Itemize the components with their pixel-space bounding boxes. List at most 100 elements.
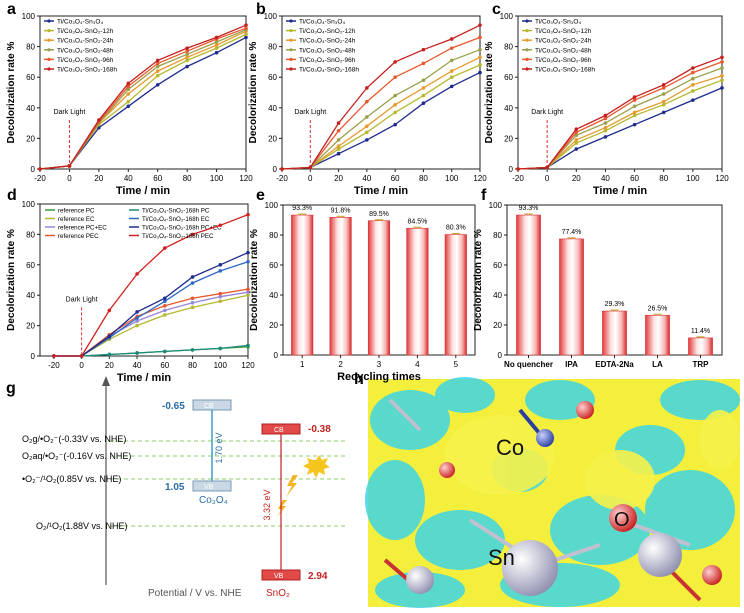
co3o4-cb-value: -0.65 xyxy=(162,401,185,412)
bar-value-label: 11.4% xyxy=(691,328,710,335)
data-point xyxy=(421,78,426,83)
legend-entry: Ti/Co₃O₄-SnO₂-96h xyxy=(535,57,592,64)
data-point xyxy=(126,99,131,104)
x-tick-label: -20 xyxy=(48,361,60,370)
data-point xyxy=(478,63,482,67)
tin-atom xyxy=(502,540,558,596)
bar-value-label: 80.3% xyxy=(446,225,466,232)
tin-atom xyxy=(406,566,434,594)
data-point xyxy=(218,299,223,304)
legend-entry: Ti/Co₃O₄-SnO₂-168h xyxy=(299,67,359,74)
legend-entry: Ti/Co₃O₄-SnO₂-12h xyxy=(299,28,356,35)
data-point xyxy=(603,135,608,139)
bar xyxy=(367,220,391,356)
data-point xyxy=(185,52,189,57)
data-point xyxy=(365,99,369,104)
band-diagram: g Potential / V vs. NHE O₂g/•O₂⁻(-0.33V … xyxy=(6,376,345,599)
data-point xyxy=(574,147,579,151)
atoms xyxy=(406,401,722,596)
bar xyxy=(329,217,352,356)
co3o4-cb-label: CB xyxy=(204,403,214,410)
panel-label-g: g xyxy=(6,380,16,397)
bar-value-label: 26.5% xyxy=(648,305,668,312)
legend-marker xyxy=(525,29,529,33)
bar-value-label: 93.3% xyxy=(519,205,539,212)
x-tick-label: 20 xyxy=(572,174,581,183)
legend-marker xyxy=(525,57,529,62)
bar-value-label: 91.8% xyxy=(331,207,351,214)
data-point xyxy=(185,46,189,50)
data-point xyxy=(661,110,666,115)
data-point xyxy=(365,86,369,90)
legend-entry: Ti/Co₃O₄-SnO₂-12h xyxy=(535,28,592,35)
data-point xyxy=(246,343,250,348)
legend-marker xyxy=(525,38,529,42)
singlet-oxygen-potential-label: O₂/¹O₂(1.88V vs. NHE) xyxy=(36,521,128,531)
bar-value-label: 77.4% xyxy=(562,229,582,236)
y-tick-label: 40 xyxy=(493,291,502,300)
x-axis-label: Time / min xyxy=(593,185,647,197)
dark-light-annotation: Dark Light xyxy=(66,296,98,303)
series-line xyxy=(39,33,247,170)
legend-marker xyxy=(289,48,293,52)
bar-value-label: 84.5% xyxy=(407,218,427,225)
x-tick-label: 1 xyxy=(300,360,305,369)
x-axis-label: Time / min xyxy=(117,372,171,384)
data-point xyxy=(478,35,482,40)
data-point xyxy=(545,165,549,170)
x-tick-label: 120 xyxy=(473,174,487,183)
y-axis-label: Decolorization rate % xyxy=(6,229,17,331)
data-point xyxy=(163,296,167,301)
y-tick-label: 80 xyxy=(26,230,35,239)
y-tick-label: 60 xyxy=(26,261,35,270)
x-tick-label: 20 xyxy=(105,361,114,370)
data-point xyxy=(218,346,223,351)
data-point xyxy=(720,55,724,60)
data-point xyxy=(218,291,223,296)
data-point xyxy=(478,55,482,60)
bar xyxy=(688,337,713,356)
y-tick-label: 80 xyxy=(493,231,502,240)
tin-atom xyxy=(638,533,682,577)
data-point xyxy=(155,83,160,87)
data-point xyxy=(574,141,579,145)
data-point xyxy=(190,348,195,352)
x-tick-label: No quencher xyxy=(504,360,553,369)
x-tick-label: 60 xyxy=(160,361,169,370)
y-tick-label: 100 xyxy=(500,12,514,21)
x-tick-label: 5 xyxy=(454,360,459,369)
data-point xyxy=(163,349,167,354)
y-tick-label: 80 xyxy=(26,43,35,52)
bar-value-label: 93.3% xyxy=(292,205,312,212)
y-tick-label: 60 xyxy=(504,73,513,82)
series-line xyxy=(53,213,249,357)
data-point xyxy=(603,128,608,133)
data-point xyxy=(449,84,454,89)
data-point xyxy=(632,104,637,109)
chart-panel-f: f 0 20 40 60 80 100 Decolorization rate % 93.3% N… xyxy=(473,187,723,369)
y-tick-label: 80 xyxy=(268,43,277,52)
data-point xyxy=(135,319,139,323)
plot-frame xyxy=(517,15,723,170)
data-point xyxy=(365,115,369,119)
o2aq-potential-label: O₂aq/•O₂⁻(-0.16V vs. NHE) xyxy=(22,451,131,461)
data-point xyxy=(421,47,426,52)
y-tick-label: 60 xyxy=(269,261,278,270)
x-tick-label: -20 xyxy=(276,174,288,183)
bar xyxy=(291,214,314,356)
series-line xyxy=(517,56,723,170)
legend-marker xyxy=(47,67,51,71)
series-line xyxy=(281,49,481,170)
legend-entry: Ti/Co₃O₄-SnO₂-168h EC xyxy=(142,216,210,223)
data-point xyxy=(244,26,248,31)
legend-entry: reference EC xyxy=(58,216,95,223)
x-tick-label: 60 xyxy=(630,174,639,183)
data-point xyxy=(336,144,341,148)
legend-entry: reference PC+EC xyxy=(58,225,107,232)
x-tick-label: 4 xyxy=(415,360,420,369)
y-tick-label: 60 xyxy=(493,261,502,270)
panel-label-h: h xyxy=(354,371,364,388)
x-tick-label: IPA xyxy=(565,360,578,369)
legend-entry: Ti/Co₃O₄-SnO₂-168h xyxy=(57,67,117,74)
co3o4-vb-label: VB xyxy=(204,484,214,491)
